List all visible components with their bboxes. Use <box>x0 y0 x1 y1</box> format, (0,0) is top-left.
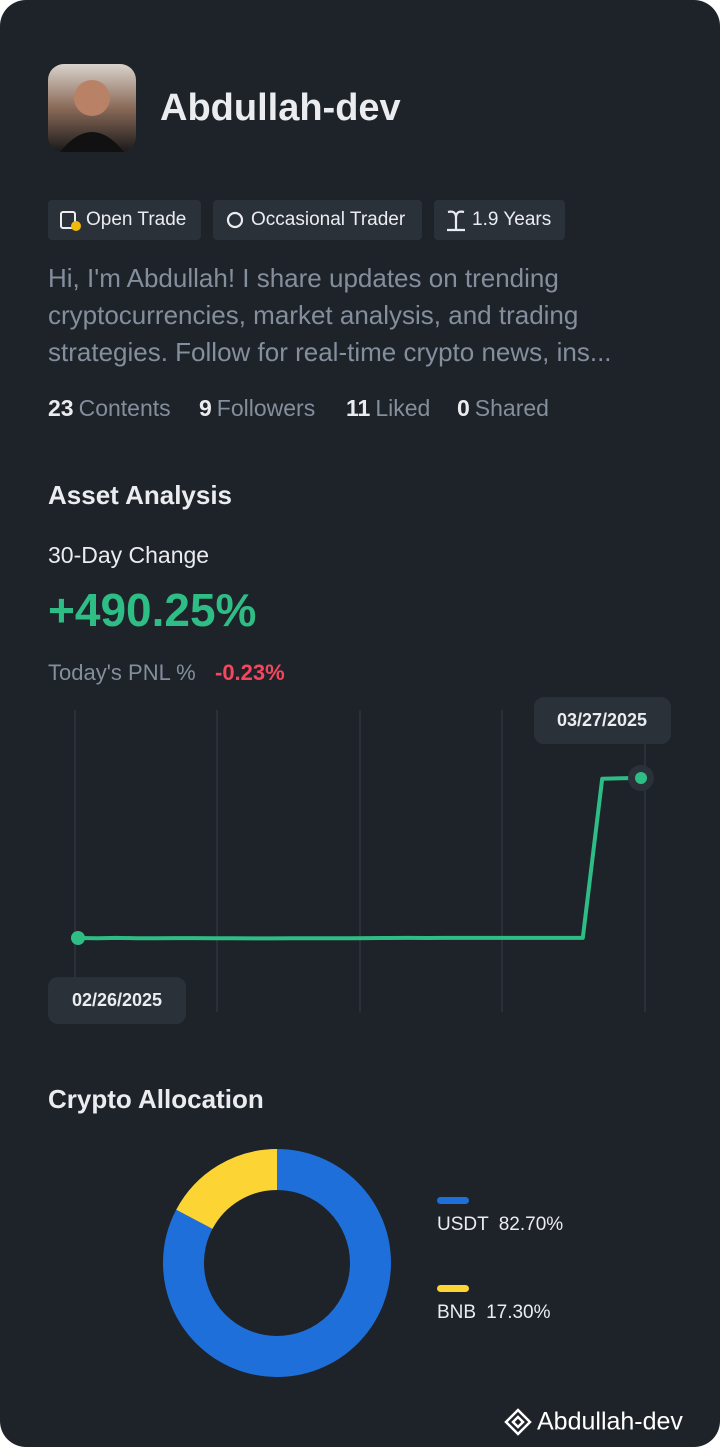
legend-value: 17.30% <box>486 1302 551 1323</box>
stat-label: Followers <box>217 395 315 421</box>
section-title: Asset Analysis <box>48 480 232 510</box>
end-point <box>635 772 647 784</box>
tag-label: Open Trade <box>86 209 186 230</box>
line <box>77 776 642 941</box>
tag-label: Occasional Trader <box>251 209 406 230</box>
stat-value: 11 <box>346 395 371 421</box>
legend-label: BNB <box>437 1302 476 1323</box>
stat-value: 23 <box>48 395 74 421</box>
change-label: 30-Day Change <box>48 542 209 568</box>
avatar-body <box>60 132 124 152</box>
donut-chart: USDT 82.70% BNB 17.30% <box>163 1149 563 1377</box>
avatar-face <box>74 80 110 116</box>
legend-entry: USDT 82.70% <box>437 1214 563 1235</box>
pnl-value: -0.23% <box>215 660 285 685</box>
watermark-logo <box>504 1408 532 1436</box>
donut-segment <box>163 1149 391 1377</box>
legend-swatch <box>437 1285 469 1292</box>
tag-icon <box>60 211 76 229</box>
tag-label: 1.9 Years <box>472 209 551 230</box>
stat-label: Shared <box>475 395 549 421</box>
pnl-label: Today's PNL % <box>48 660 196 685</box>
tag <box>213 200 422 240</box>
change-value: +490.25% <box>48 584 256 636</box>
start-point <box>71 931 85 945</box>
legend-swatch <box>437 1197 469 1204</box>
tag-icon <box>71 221 81 231</box>
legend-entry: BNB 17.30% <box>437 1302 551 1323</box>
stat-label: Contents <box>79 395 171 421</box>
stat-label: Liked <box>375 395 430 421</box>
tag <box>48 200 201 240</box>
stats: 23 Contents 9 Followers 11 Liked 0 Shared <box>48 395 549 421</box>
end-date: 03/27/2025 <box>557 710 647 730</box>
tooltip <box>534 697 671 744</box>
tag-icon <box>226 211 244 229</box>
section-title: Crypto Allocation <box>48 1084 264 1114</box>
chart-grid <box>74 710 646 1012</box>
watermark: Abdullah-dev <box>537 1408 683 1436</box>
tag-icon <box>447 210 465 232</box>
legend-label: USDT <box>437 1214 489 1235</box>
start-date: 02/26/2025 <box>72 990 162 1010</box>
tooltip <box>48 977 186 1024</box>
stat-value: 9 <box>199 395 212 421</box>
legend-value: 82.70% <box>499 1214 564 1235</box>
username: Abdullah-dev <box>160 87 401 129</box>
stat-value: 0 <box>457 395 470 421</box>
tag <box>434 200 565 240</box>
bio: Hi, I'm Abdullah! I share updates on tre… <box>48 263 612 367</box>
line-chart <box>71 765 654 945</box>
